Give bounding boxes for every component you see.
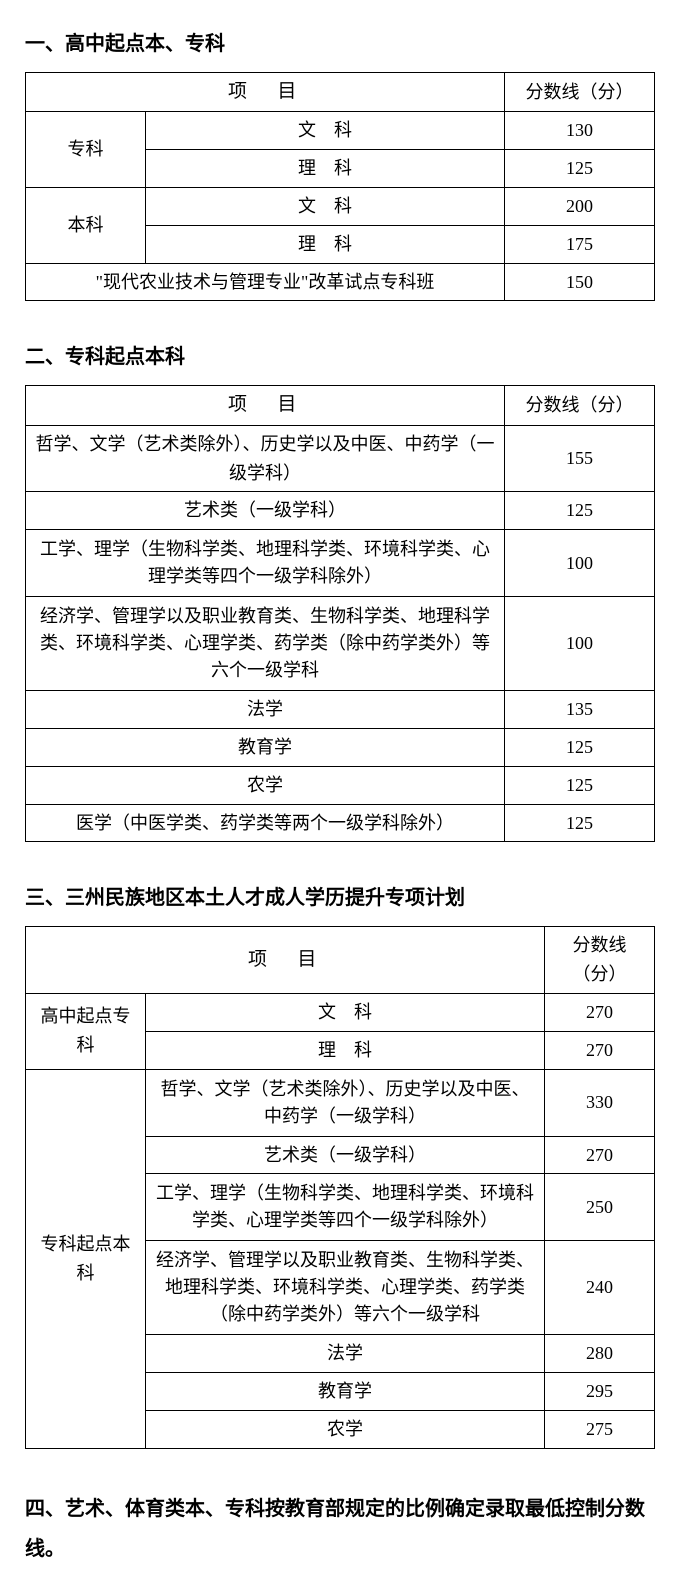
score-cell: 275 <box>545 1410 655 1448</box>
section-2-heading: 二、专科起点本科 <box>25 341 655 373</box>
score-cell: 250 <box>545 1174 655 1241</box>
subject-cell: 理 科 <box>146 225 505 263</box>
table-row: 项 目 分数线（分） <box>26 386 655 425</box>
header-project: 项 目 <box>26 927 545 994</box>
table-row: 医学（中医学类、药学类等两个一级学科除外） 125 <box>26 804 655 842</box>
score-cell: 270 <box>545 1031 655 1069</box>
score-cell: 135 <box>505 691 655 729</box>
table-row: 本科 文 科 200 <box>26 187 655 225</box>
score-cell: 100 <box>505 597 655 691</box>
table-row: 工学、理学（生物科学类、地理科学类、环境科学类、心理学类等四个一级学科除外） 1… <box>26 530 655 597</box>
full-cell: "现代农业技术与管理专业"改革试点专科班 <box>26 263 505 301</box>
score-cell: 125 <box>505 492 655 530</box>
subject-cell: 农学 <box>146 1410 545 1448</box>
score-cell: 125 <box>505 804 655 842</box>
score-cell: 150 <box>505 263 655 301</box>
table-2: 项 目 分数线（分） 哲学、文学（艺术类除外）、历史学以及中医、中药学（一级学科… <box>25 385 655 842</box>
score-cell: 295 <box>545 1373 655 1411</box>
table-row: 艺术类（一级学科） 125 <box>26 492 655 530</box>
subject-cell: 法学 <box>26 691 505 729</box>
table-row: 专科起点本科 哲学、文学（艺术类除外）、历史学以及中医、中药学（一级学科） 33… <box>26 1069 655 1136</box>
table-1: 项 目 分数线（分） 专科 文 科 130 理 科 125 本科 文 科 200… <box>25 72 655 301</box>
table-row: 经济学、管理学以及职业教育类、生物科学类、地理科学类、环境科学类、心理学类、药学… <box>26 597 655 691</box>
subject-cell: 教育学 <box>146 1373 545 1411</box>
subject-cell: 法学 <box>146 1335 545 1373</box>
subject-cell: 哲学、文学（艺术类除外）、历史学以及中医、中药学（一级学科） <box>26 425 505 492</box>
table-row: 法学 135 <box>26 691 655 729</box>
subject-cell: 工学、理学（生物科学类、地理科学类、环境科学类、心理学类等四个一级学科除外） <box>146 1174 545 1241</box>
table-row: 农学 125 <box>26 766 655 804</box>
score-cell: 200 <box>505 187 655 225</box>
header-score: 分数线（分） <box>545 927 655 994</box>
header-project: 项 目 <box>26 73 505 112</box>
table-row: 项 目 分数线（分） <box>26 73 655 112</box>
subject-cell: 文 科 <box>146 187 505 225</box>
header-score: 分数线（分） <box>505 386 655 425</box>
score-cell: 330 <box>545 1069 655 1136</box>
subject-cell: 理 科 <box>146 1031 545 1069</box>
category-cell: 专科起点本科 <box>26 1069 146 1448</box>
table-row: 项 目 分数线（分） <box>26 927 655 994</box>
subject-cell: 文 科 <box>146 112 505 150</box>
score-cell: 280 <box>545 1335 655 1373</box>
score-cell: 125 <box>505 766 655 804</box>
score-cell: 125 <box>505 728 655 766</box>
table-row: 哲学、文学（艺术类除外）、历史学以及中医、中药学（一级学科） 155 <box>26 425 655 492</box>
table-row: 高中起点专科 文 科 270 <box>26 993 655 1031</box>
category-cell: 高中起点专科 <box>26 993 146 1069</box>
table-row: 专科 文 科 130 <box>26 112 655 150</box>
score-cell: 270 <box>545 1136 655 1174</box>
subject-cell: 理 科 <box>146 150 505 188</box>
table-row: 教育学 125 <box>26 728 655 766</box>
subject-cell: 经济学、管理学以及职业教育类、生物科学类、地理科学类、环境科学类、心理学类、药学… <box>26 597 505 691</box>
score-cell: 125 <box>505 150 655 188</box>
score-cell: 240 <box>545 1241 655 1335</box>
section-1-heading: 一、高中起点本、专科 <box>25 28 655 60</box>
subject-cell: 哲学、文学（艺术类除外）、历史学以及中医、中药学（一级学科） <box>146 1069 545 1136</box>
score-cell: 175 <box>505 225 655 263</box>
subject-cell: 医学（中医学类、药学类等两个一级学科除外） <box>26 804 505 842</box>
score-cell: 270 <box>545 993 655 1031</box>
header-score: 分数线（分） <box>505 73 655 112</box>
category-cell: 专科 <box>26 112 146 188</box>
category-cell: 本科 <box>26 187 146 263</box>
subject-cell: 教育学 <box>26 728 505 766</box>
section-4-text: 四、艺术、体育类本、专科按教育部规定的比例确定录取最低控制分数线。 <box>25 1489 655 1569</box>
subject-cell: 文 科 <box>146 993 545 1031</box>
table-3: 项 目 分数线（分） 高中起点专科 文 科 270 理 科 270 专科起点本科… <box>25 926 655 1448</box>
subject-cell: 经济学、管理学以及职业教育类、生物科学类、地理科学类、环境科学类、心理学类、药学… <box>146 1241 545 1335</box>
subject-cell: 农学 <box>26 766 505 804</box>
subject-cell: 艺术类（一级学科） <box>26 492 505 530</box>
header-project: 项 目 <box>26 386 505 425</box>
subject-cell: 艺术类（一级学科） <box>146 1136 545 1174</box>
section-3-heading: 三、三州民族地区本土人才成人学历提升专项计划 <box>25 882 655 914</box>
score-cell: 100 <box>505 530 655 597</box>
table-row: "现代农业技术与管理专业"改革试点专科班 150 <box>26 263 655 301</box>
score-cell: 155 <box>505 425 655 492</box>
score-cell: 130 <box>505 112 655 150</box>
subject-cell: 工学、理学（生物科学类、地理科学类、环境科学类、心理学类等四个一级学科除外） <box>26 530 505 597</box>
